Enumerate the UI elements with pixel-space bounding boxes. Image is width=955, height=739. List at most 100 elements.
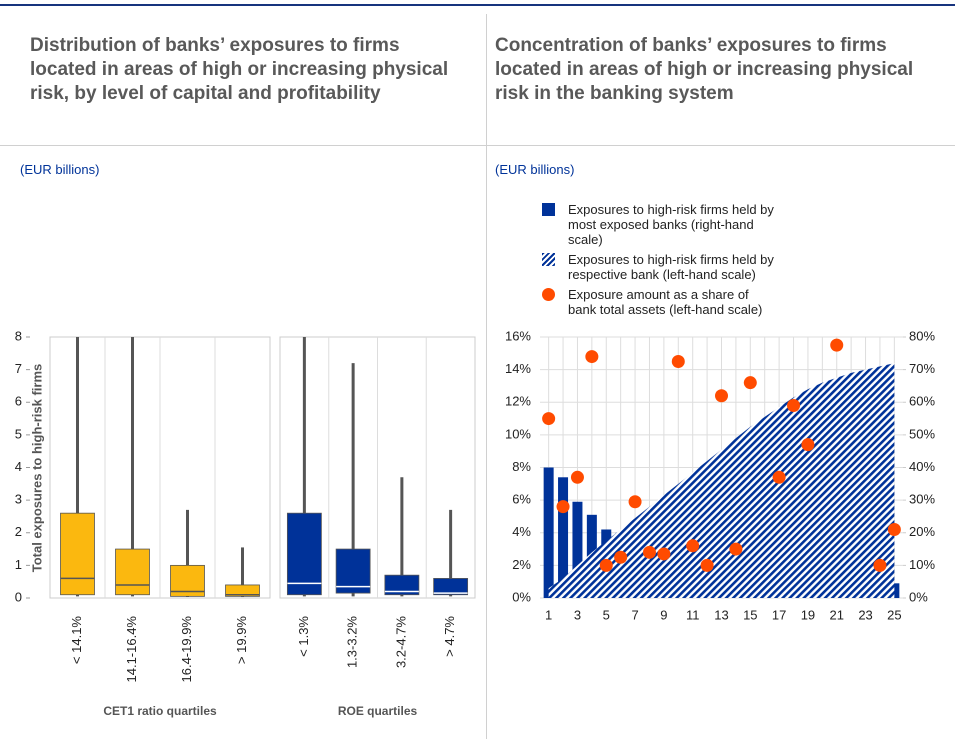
- dot: [585, 350, 599, 364]
- y2-tick-label: 80%: [909, 328, 935, 343]
- x-tick-label: 7: [631, 607, 638, 622]
- y-tick-label: 7: [15, 361, 22, 376]
- x-tick-label: 15: [743, 607, 757, 622]
- x-tick-label: 3.2-4.7%: [393, 616, 408, 668]
- box: [433, 578, 469, 596]
- dot: [686, 539, 700, 553]
- x-tick-label: 16.4-19.9%: [179, 616, 194, 683]
- y2-tick-label: 60%: [909, 394, 935, 409]
- x-tick-label: < 14.1%: [69, 616, 84, 665]
- x-tick-label: 11: [686, 607, 700, 622]
- dot: [715, 389, 728, 403]
- top-rule: [0, 4, 955, 6]
- x-tick-label: 14.1-16.4%: [124, 616, 139, 683]
- area: [548, 363, 895, 598]
- legend-swatch: [542, 288, 555, 301]
- bar: [558, 477, 569, 598]
- y-tick-label: 2: [15, 524, 22, 539]
- x-tick-label: > 4.7%: [442, 616, 457, 657]
- dot: [657, 547, 671, 561]
- dot: [830, 338, 844, 352]
- legend-label: Exposures to high-risk firms held by mos…: [568, 202, 774, 247]
- y-axis-label: Total exposures to high-risk firms: [29, 364, 44, 573]
- dot: [642, 545, 656, 559]
- dot: [542, 412, 556, 426]
- legend-swatch: [542, 203, 555, 216]
- y2-tick-label: 30%: [909, 492, 935, 507]
- x-tick-label: 3: [574, 607, 581, 622]
- legend-label: Exposure amount as a share of bank total…: [568, 287, 763, 317]
- box: [286, 512, 322, 596]
- dot: [801, 438, 815, 452]
- box: [225, 584, 260, 597]
- dot: [628, 495, 642, 509]
- y-tick-label: 0%: [512, 589, 531, 604]
- divider: [486, 14, 487, 739]
- box: [60, 512, 95, 596]
- x-tick-label: 23: [858, 607, 872, 622]
- x-tick-label: 25: [887, 607, 901, 622]
- x-tick-label: 1.3-3.2%: [345, 616, 360, 668]
- box: [335, 548, 371, 594]
- legend-entry: Exposure amount as a share of bank total…: [540, 287, 780, 317]
- bar: [572, 501, 583, 598]
- legend-entry: Exposures to high-risk firms held by res…: [540, 252, 780, 282]
- box: [115, 548, 150, 596]
- x-tick-label: 17: [772, 607, 786, 622]
- y-tick-label: 8%: [512, 459, 531, 474]
- box: [384, 574, 420, 596]
- y-tick-label: 14%: [505, 361, 531, 376]
- dot: [743, 376, 757, 390]
- dot: [614, 550, 628, 564]
- dot: [729, 542, 743, 556]
- legend-entry: Exposures to high-risk firms held by mos…: [540, 202, 780, 247]
- dot: [873, 558, 887, 572]
- dot: [887, 522, 901, 536]
- dot: [671, 354, 685, 368]
- legend-label: Exposures to high-risk firms held by res…: [568, 252, 774, 282]
- legend-swatch: [542, 253, 555, 266]
- dot: [787, 399, 801, 413]
- dot: [556, 500, 570, 514]
- y-tick-label: 4%: [512, 524, 531, 539]
- y-tick-label: 8: [15, 328, 22, 343]
- y-tick-label: 0: [15, 589, 22, 604]
- legend: Exposures to high-risk firms held by mos…: [540, 202, 780, 322]
- x-tick-label: 5: [603, 607, 610, 622]
- left-title: Distribution of banks’ exposures to firm…: [30, 35, 449, 104]
- y-tick-label: 5: [15, 426, 22, 441]
- y-tick-label: 4: [15, 459, 22, 474]
- y-tick-label: 1: [15, 557, 22, 572]
- right-title: Concentration of banks’ exposures to fir…: [495, 35, 914, 104]
- dot: [772, 470, 786, 484]
- x-tick-label: > 19.9%: [234, 616, 249, 665]
- header-rule: [0, 145, 955, 146]
- y2-tick-label: 40%: [909, 459, 935, 474]
- dot: [700, 558, 714, 572]
- y-tick-label: 6: [15, 394, 22, 409]
- x-tick-label: 13: [714, 607, 728, 622]
- panel-label: ROE quartiles: [338, 704, 418, 718]
- x-tick-label: 1: [545, 607, 552, 622]
- y-tick-label: 16%: [505, 328, 531, 343]
- y2-tick-label: 20%: [909, 524, 935, 539]
- right-subtitle: (EUR billions): [495, 162, 575, 177]
- y2-tick-label: 50%: [909, 426, 935, 441]
- panel-label: CET1 ratio quartiles: [103, 704, 217, 718]
- left-subtitle: (EUR billions): [20, 162, 100, 177]
- dot: [570, 470, 584, 484]
- bar: [543, 467, 554, 598]
- x-tick-label: 19: [801, 607, 815, 622]
- y-tick-label: 12%: [505, 394, 531, 409]
- y-tick-label: 10%: [505, 426, 531, 441]
- y2-tick-label: 70%: [909, 361, 935, 376]
- y2-tick-label: 10%: [909, 557, 935, 572]
- y-tick-label: 2%: [512, 557, 531, 572]
- y2-tick-label: 0%: [909, 589, 928, 604]
- dot: [599, 558, 613, 572]
- x-tick-label: 21: [830, 607, 844, 622]
- x-tick-label: < 1.3%: [296, 616, 311, 657]
- y-tick-label: 3: [15, 492, 22, 507]
